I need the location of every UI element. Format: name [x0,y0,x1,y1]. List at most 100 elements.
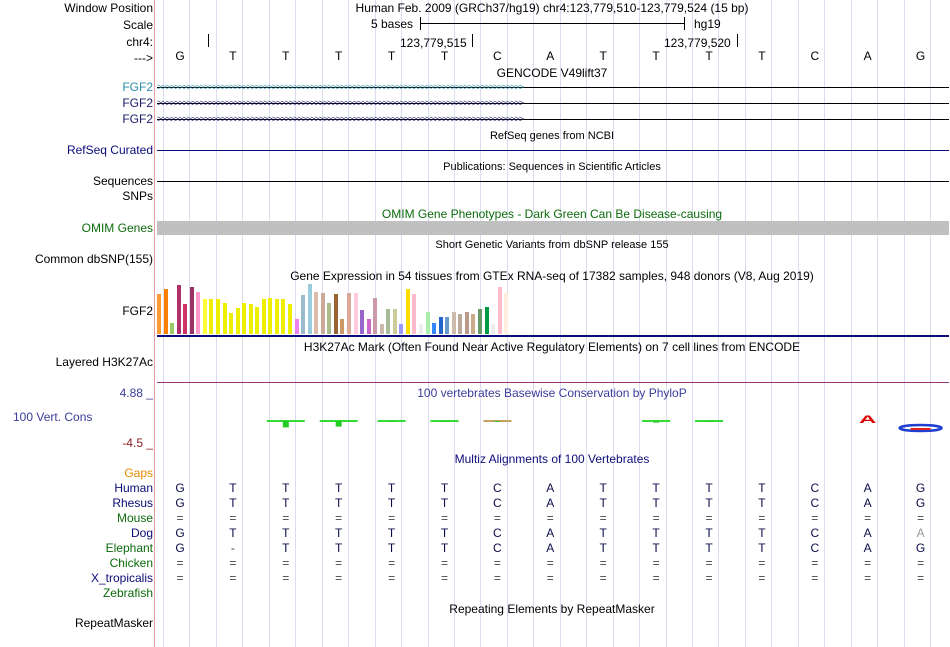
gtex-tissue-bar[interactable] [432,323,437,334]
gtex-title[interactable]: Gene Expression in 54 tissues from GTEx … [290,269,814,283]
gtex-tissue-bar[interactable] [399,324,404,334]
gtex-tissue-bar[interactable] [497,286,502,334]
gtex-tissue-bar[interactable] [288,304,292,334]
h3k27ac-line[interactable] [157,382,949,383]
omim-title[interactable]: OMIM Gene Phenotypes - Dark Green Can Be… [381,207,723,221]
gtex-tissue-bar[interactable] [333,294,338,334]
multiz-species-label[interactable]: X_tropicalis [90,571,153,585]
gtex-tissue-bar[interactable] [379,324,384,334]
gtex-tissue-bar[interactable] [340,319,345,334]
phylop-title[interactable]: 100 vertebrates Basewise Conservation by… [417,386,687,400]
publications-label-sequences[interactable]: Sequences [92,174,153,188]
publications-label-snps[interactable]: SNPs [122,189,153,203]
multiz-species-label[interactable]: Human [114,481,153,495]
gtex-tissue-bar[interactable] [458,314,463,334]
gtex-tissue-bar[interactable] [366,319,371,334]
gtex-tissue-bar[interactable] [281,299,286,334]
gtex-tissue-bar[interactable] [255,306,260,334]
gtex-tissue-bar[interactable] [242,303,247,334]
gtex-tissue-bar[interactable] [419,324,423,334]
gencode-row-label-1[interactable]: FGF2 [122,80,153,94]
gtex-tissue-bar[interactable] [314,291,319,334]
multiz-base: = [440,556,449,570]
window-position-value[interactable]: Human Feb. 2009 (GRCh37/hg19) chr4:123,7… [355,1,749,15]
phylop-plot[interactable]: A [155,395,950,445]
gtex-tissue-bar[interactable] [392,309,397,334]
refseq-label[interactable]: RefSeq Curated [66,143,153,157]
gtex-tissue-bar[interactable] [196,291,201,334]
gtex-tissue-bar[interactable] [504,293,509,334]
multiz-species-label[interactable]: Elephant [105,541,153,555]
gtex-tissue-bar[interactable] [477,309,482,334]
dbsnp-title[interactable]: Short Genetic Variants from dbSNP releas… [435,239,669,251]
gencode-strand-3[interactable] [157,119,949,120]
publications-line[interactable] [157,181,949,182]
gtex-tissue-bar[interactable] [464,311,469,334]
coord-1-tick [472,34,473,47]
gtex-tissue-bar[interactable] [163,289,168,334]
gtex-tissue-bar[interactable] [222,303,227,334]
gtex-tissue-bar[interactable] [438,316,443,334]
gtex-tissue-bar[interactable] [176,285,181,334]
gencode-row-label-3[interactable]: FGF2 [122,112,153,126]
gtex-tissue-bar[interactable] [268,298,273,334]
multiz-title[interactable]: Multiz Alignments of 100 Vertebrates [454,452,650,466]
gtex-tissue-bar[interactable] [215,299,220,334]
gtex-tissue-bar[interactable] [327,303,332,334]
h3k27ac-title[interactable]: H3K27Ac Mark (Often Found Near Active Re… [303,340,801,354]
phylop-label[interactable]: 100 Vert. Cons [13,410,93,424]
gencode-strand-2[interactable] [157,103,949,104]
gtex-bar-chart[interactable] [157,284,537,334]
refseq-line[interactable] [157,150,949,151]
gtex-tissue-bar[interactable] [307,284,312,334]
gtex-tissue-bar[interactable] [209,299,214,334]
track-label-divider [154,0,155,647]
gtex-tissue-bar[interactable] [301,295,306,334]
gencode-title[interactable]: GENCODE V49lift37 [496,66,608,80]
multiz-base: G [915,541,926,555]
multiz-species-label[interactable]: Dog [130,526,153,540]
gtex-tissue-bar[interactable] [229,313,234,334]
gtex-tissue-bar[interactable] [248,304,253,334]
multiz-base: = [229,511,237,525]
gencode-strand-1[interactable] [157,87,949,88]
multiz-base: T [652,481,660,495]
gtex-label[interactable]: FGF2 [122,304,153,318]
gtex-tissue-bar[interactable] [261,299,266,334]
gtex-tissue-bar[interactable] [425,311,430,334]
dbsnp-label[interactable]: Common dbSNP(155) [34,252,153,266]
omim-block[interactable] [157,221,949,235]
gencode-row-label-2[interactable]: FGF2 [122,96,153,110]
gtex-tissue-bar[interactable] [484,306,489,334]
gtex-tissue-bar[interactable] [320,293,325,334]
publications-title[interactable]: Publications: Sequences in Scientific Ar… [443,161,661,173]
multiz-species-label[interactable]: Chicken [109,556,153,570]
h3k27ac-label[interactable]: Layered H3K27Ac [55,355,153,369]
multiz-species-label[interactable]: Rhesus [112,496,153,510]
gtex-tissue-bar[interactable] [386,309,391,334]
multiz-species-label[interactable]: Mouse [116,511,153,525]
gtex-tissue-bar[interactable] [405,289,410,334]
gtex-tissue-bar[interactable] [353,293,358,334]
gtex-tissue-bar[interactable] [202,299,207,334]
repeatmasker-title[interactable]: Repeating Elements by RepeatMasker [449,602,655,616]
gtex-tissue-bar[interactable] [235,308,240,334]
gtex-tissue-bar[interactable] [491,324,496,334]
gtex-tissue-bar[interactable] [157,294,161,334]
gtex-tissue-bar[interactable] [412,294,417,334]
gtex-tissue-bar[interactable] [360,310,365,334]
multiz-species-label[interactable]: Zebrafish [102,586,153,600]
gtex-tissue-bar[interactable] [445,316,450,334]
gtex-tissue-bar[interactable] [170,323,175,334]
gtex-tissue-bar[interactable] [451,311,456,334]
gtex-tissue-bar[interactable] [274,299,279,334]
gtex-tissue-bar[interactable] [373,298,378,334]
gtex-tissue-bar[interactable] [471,314,476,334]
refseq-title[interactable]: RefSeq genes from NCBI [489,130,615,142]
gtex-tissue-bar[interactable] [294,319,299,334]
gtex-tissue-bar[interactable] [189,286,194,334]
omim-label[interactable]: OMIM Genes [81,221,153,235]
gtex-tissue-bar[interactable] [183,304,188,334]
repeatmasker-label[interactable]: RepeatMasker [74,616,153,630]
gtex-tissue-bar[interactable] [346,293,351,334]
